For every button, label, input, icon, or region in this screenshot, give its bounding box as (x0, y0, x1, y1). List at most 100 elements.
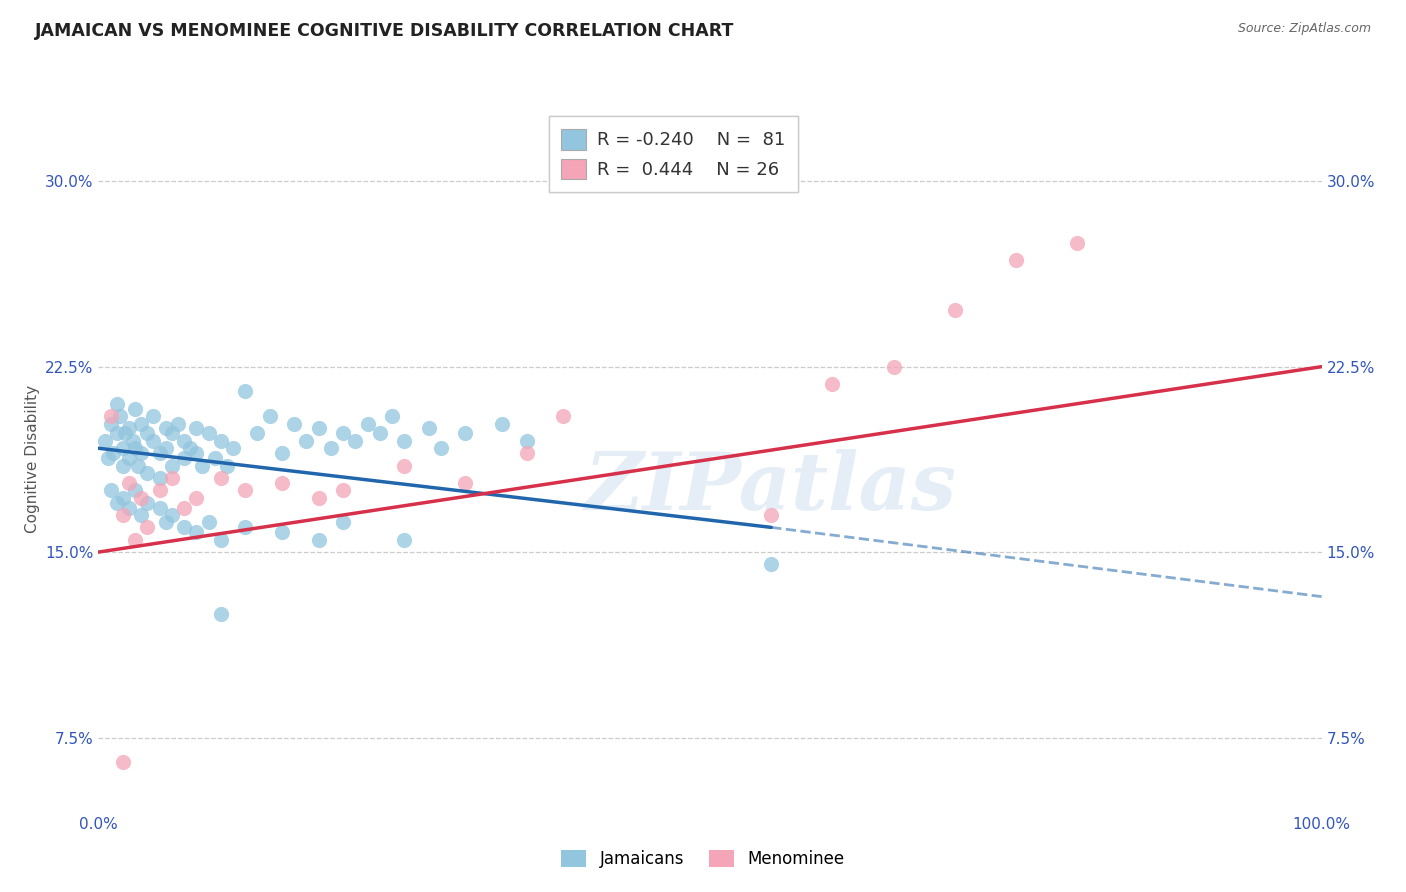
Point (160, 508, 183, 522)
Point (215, 458, 238, 473)
Point (209, 607, 232, 621)
Point (118, 421, 141, 435)
Point (149, 483, 172, 498)
Point (356, 417, 378, 431)
Point (381, 409, 404, 423)
Point (332, 483, 354, 498)
Point (270, 525, 294, 540)
Point (136, 426, 159, 441)
Point (105, 496, 128, 510)
Point (111, 756, 134, 770)
Point (118, 500, 141, 515)
Point (454, 475, 477, 490)
Point (111, 442, 134, 456)
Y-axis label: Cognitive Disability: Cognitive Disability (24, 385, 39, 533)
Point (233, 483, 256, 498)
Legend: Jamaicans, Menominee: Jamaicans, Menominee (555, 843, 851, 875)
Point (454, 426, 477, 441)
Point (121, 434, 143, 448)
Point (516, 446, 538, 460)
Point (392, 434, 416, 448)
Point (173, 434, 195, 448)
Point (553, 409, 575, 423)
Point (167, 417, 190, 431)
Legend: R = -0.240    N =  81, R =  0.444    N = 26: R = -0.240 N = 81, R = 0.444 N = 26 (548, 116, 799, 192)
Point (129, 491, 152, 505)
Point (392, 458, 416, 473)
Point (332, 426, 354, 441)
Point (160, 471, 183, 485)
Point (136, 466, 159, 480)
Point (142, 434, 165, 448)
Point (129, 446, 152, 460)
Point (179, 442, 201, 456)
Point (308, 421, 330, 435)
Point (491, 417, 513, 431)
Point (222, 442, 245, 456)
Point (127, 458, 149, 473)
Point (1004, 253, 1026, 268)
Point (124, 401, 146, 416)
Point (101, 446, 124, 460)
Point (204, 451, 226, 466)
Point (114, 426, 136, 441)
Point (186, 525, 208, 540)
Point (124, 483, 146, 498)
Point (142, 409, 165, 423)
Point (259, 409, 281, 423)
Point (344, 434, 367, 448)
Point (105, 397, 128, 411)
Point (149, 471, 172, 485)
Point (129, 417, 152, 431)
Point (136, 496, 159, 510)
Point (173, 520, 195, 534)
Point (160, 458, 183, 473)
Point (136, 520, 159, 534)
Point (186, 446, 208, 460)
Text: Source: ZipAtlas.com: Source: ZipAtlas.com (1237, 22, 1371, 36)
Point (246, 426, 269, 441)
Text: JAMAICAN VS MENOMINEE COGNITIVE DISABILITY CORRELATION CHART: JAMAICAN VS MENOMINEE COGNITIVE DISABILI… (35, 22, 734, 40)
Point (761, 558, 783, 572)
Point (209, 533, 232, 547)
Point (100, 417, 122, 431)
Point (233, 384, 256, 399)
Point (1066, 235, 1088, 250)
Point (149, 446, 172, 460)
Point (97, 451, 120, 466)
Point (129, 508, 152, 522)
Point (270, 475, 294, 490)
Point (186, 421, 208, 435)
Point (761, 508, 783, 522)
Point (110, 409, 132, 423)
Point (111, 508, 134, 522)
Point (197, 426, 219, 441)
Point (173, 500, 195, 515)
Point (368, 426, 391, 441)
Point (283, 417, 305, 431)
Point (149, 500, 172, 515)
Point (155, 421, 177, 435)
Point (118, 451, 141, 466)
Point (111, 491, 134, 505)
Point (173, 451, 195, 466)
Point (191, 458, 214, 473)
Point (197, 516, 219, 530)
Point (124, 442, 146, 456)
Point (93, 434, 115, 448)
Point (516, 434, 538, 448)
Point (295, 434, 318, 448)
Point (319, 442, 342, 456)
Point (100, 409, 122, 423)
Point (943, 302, 966, 317)
Point (111, 458, 134, 473)
Point (308, 491, 330, 505)
Point (186, 491, 208, 505)
Point (392, 533, 416, 547)
Point (155, 516, 177, 530)
Text: ZIPatlas: ZIPatlas (585, 449, 957, 526)
Point (209, 471, 232, 485)
Point (160, 426, 183, 441)
Point (270, 446, 294, 460)
Point (418, 421, 440, 435)
